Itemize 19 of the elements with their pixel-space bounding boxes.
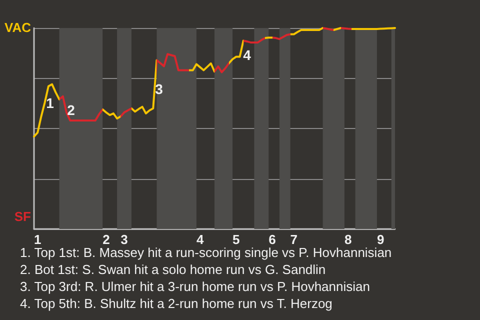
text: VAC (4, 20, 32, 35)
x-tick-label: 3 (120, 232, 128, 247)
x-tick-label: 2 (102, 232, 110, 247)
x-tick-label: 5 (232, 232, 240, 247)
text: 1. Top 1st: B. Massey hit a run-scoring single vs P. Hovhannisian (20, 245, 392, 260)
x-tick-label: 4 (196, 232, 204, 247)
x-tick-label: 1 (34, 232, 42, 247)
x-tick-label: 7 (290, 232, 298, 247)
text: SF (14, 209, 32, 224)
text: 4. Top 5th: B. Shultz hit a 2-run home run vs T. Herzog (20, 296, 332, 311)
x-tick-label: 9 (376, 232, 384, 247)
annotation: 4 (243, 47, 252, 63)
text: 2. Bot 1st: S. Swan hit a solo home run vs G. Sandlin (20, 262, 326, 277)
x-tick-label: 6 (268, 232, 276, 247)
annotation: 1 (46, 95, 54, 111)
text: 3. Top 3rd: R. Ulmer hit a 3-run home run vs P. Hovhannisian (20, 279, 370, 294)
annotation: 2 (67, 102, 76, 118)
annotation: 3 (155, 81, 164, 97)
x-tick-label: 8 (344, 232, 352, 247)
